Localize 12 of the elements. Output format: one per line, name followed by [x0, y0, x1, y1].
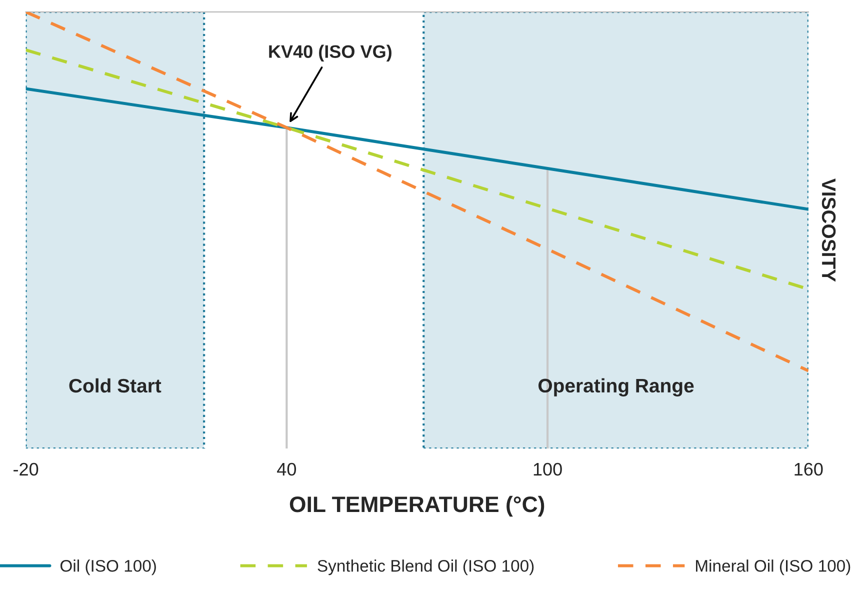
- x-tick-label: -20: [14, 462, 38, 476]
- legend-label: Mineral Oil (ISO 100): [696, 560, 850, 576]
- x-tick-label: 160: [794, 462, 823, 476]
- x-tick-label: 40: [277, 462, 296, 476]
- band-label: Operating Range: [538, 378, 694, 396]
- x-axis-title: OIL TEMPERATURE (°C): [290, 496, 544, 517]
- band-label: Cold Start: [69, 378, 162, 393]
- legend-label: Oil (ISO 100): [60, 560, 156, 576]
- y-axis-title: VISCOSITY: [822, 178, 836, 282]
- annotation: KV40 (ISO VG): [269, 44, 392, 62]
- legend-label: Synthetic Blend Oil (ISO 100): [318, 560, 534, 576]
- x-tick-label: 100: [534, 462, 562, 476]
